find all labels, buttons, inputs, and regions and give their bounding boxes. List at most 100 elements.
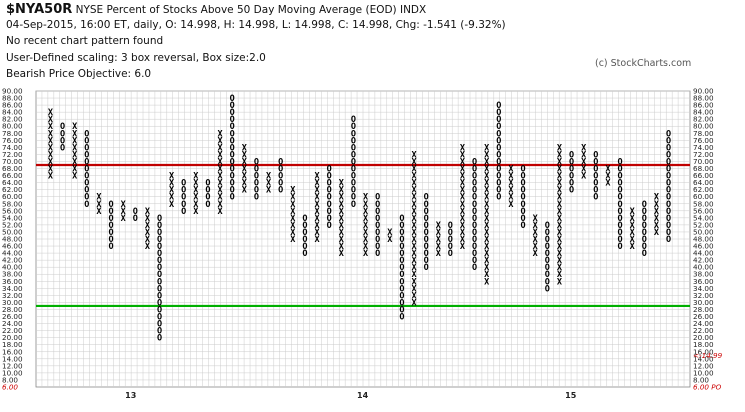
x-box: X (314, 172, 319, 182)
o-box: O (84, 172, 89, 182)
x-box: X (169, 179, 174, 189)
o-box: O (302, 214, 307, 224)
o-box: O (375, 249, 380, 259)
x-box: X (169, 193, 174, 203)
o-box: O (84, 186, 89, 196)
x-year-label: 15 (565, 391, 577, 400)
x-box: X (630, 214, 635, 224)
x-box: X (48, 172, 53, 182)
y-tick-label-right: 28.00 (693, 305, 714, 314)
x-box: X (460, 165, 465, 175)
grid (35, 90, 691, 388)
x-box: X (605, 165, 610, 175)
o-box: O (108, 214, 113, 224)
x-box: X (411, 200, 416, 210)
x-box: X (290, 221, 295, 231)
o-box: O (108, 207, 113, 217)
o-box: O (157, 270, 162, 280)
x-box: X (557, 150, 562, 160)
x-box: X (339, 207, 344, 217)
o-box: O (230, 172, 235, 182)
y-tick-label-right: 12.00 (693, 361, 714, 370)
o-box: O (569, 186, 574, 196)
y-tick-label-left: 12.00 (2, 361, 23, 370)
o-box: O (593, 193, 598, 203)
y-tick-label-right: 60.00 (693, 192, 714, 201)
y-tick-label-right: 30.00 (693, 298, 714, 307)
y-tick-label-right: 84.00 (693, 108, 714, 117)
o-box: O (375, 221, 380, 231)
x-box: X (605, 179, 610, 189)
y-tick-label-left: 82.00 (2, 115, 23, 124)
o-box: O (351, 193, 356, 203)
y-tick-label-left: 64.00 (2, 178, 23, 187)
o-box: O (254, 172, 259, 182)
o-box: O (230, 143, 235, 153)
y-tick-label-right: 36.00 (693, 277, 714, 286)
o-box: O (351, 115, 356, 125)
o-box: O (254, 186, 259, 196)
o-box: O (496, 157, 501, 167)
o-box: O (327, 214, 332, 224)
x-box: X (218, 143, 223, 153)
o-box: O (84, 143, 89, 153)
x-box: X (533, 214, 538, 224)
x-box: X (48, 157, 53, 167)
y-tick-label-right: 18.00 (693, 340, 714, 349)
x-box: X (411, 242, 416, 252)
o-box: O (472, 221, 477, 231)
x-box: X (557, 249, 562, 259)
x-box: X (460, 200, 465, 210)
o-box: O (424, 207, 429, 217)
x-box: X (508, 179, 513, 189)
o-box: O (545, 249, 550, 259)
x-box: X (387, 235, 392, 245)
o-box: O (666, 186, 671, 196)
x-box: X (557, 242, 562, 252)
o-box: O (399, 249, 404, 259)
x-box: X (533, 221, 538, 231)
o-box: O (472, 263, 477, 273)
o-box: O (278, 186, 283, 196)
x-box: X (484, 165, 489, 175)
o-box: O (157, 256, 162, 266)
x-box: X (484, 277, 489, 287)
o-box: O (60, 129, 65, 139)
o-box: O (424, 221, 429, 231)
o-box: O (666, 157, 671, 167)
o-box: O (617, 193, 622, 203)
o-box: O (60, 122, 65, 132)
pattern-line: No recent chart pattern found (6, 35, 164, 47)
x-box: X (557, 263, 562, 273)
x-box: X (121, 200, 126, 210)
description: NYSE Percent of Stocks Above 50 Day Movi… (75, 4, 427, 16)
o-box: O (521, 193, 526, 203)
o-box: O (472, 242, 477, 252)
y-tick-label-left: 44.00 (2, 249, 23, 258)
o-box: O (424, 193, 429, 203)
o-box: O (108, 242, 113, 252)
y-tick-label-left: 68.00 (2, 164, 23, 173)
x-box: X (411, 172, 416, 182)
x-box: X (72, 129, 77, 139)
x-box: X (484, 193, 489, 203)
o-box: O (327, 200, 332, 210)
x-box: X (145, 221, 150, 231)
x-box: X (290, 207, 295, 217)
o-box: O (327, 193, 332, 203)
o-box: O (545, 235, 550, 245)
o-box: O (642, 249, 647, 259)
x-box: X (145, 228, 150, 238)
x-box: X (484, 242, 489, 252)
x-box: X (484, 228, 489, 238)
o-box: O (157, 320, 162, 330)
y-tick-label-right: 32.00 (693, 291, 714, 300)
y-tick-label-right: 26.00 (693, 312, 714, 321)
y-tick-label-right: 50.00 (693, 227, 714, 236)
x-box: X (411, 291, 416, 301)
o-box: O (472, 193, 477, 203)
o-box: O (593, 165, 598, 175)
x-box: X (484, 270, 489, 280)
x-box: X (460, 207, 465, 217)
o-box: O (424, 214, 429, 224)
